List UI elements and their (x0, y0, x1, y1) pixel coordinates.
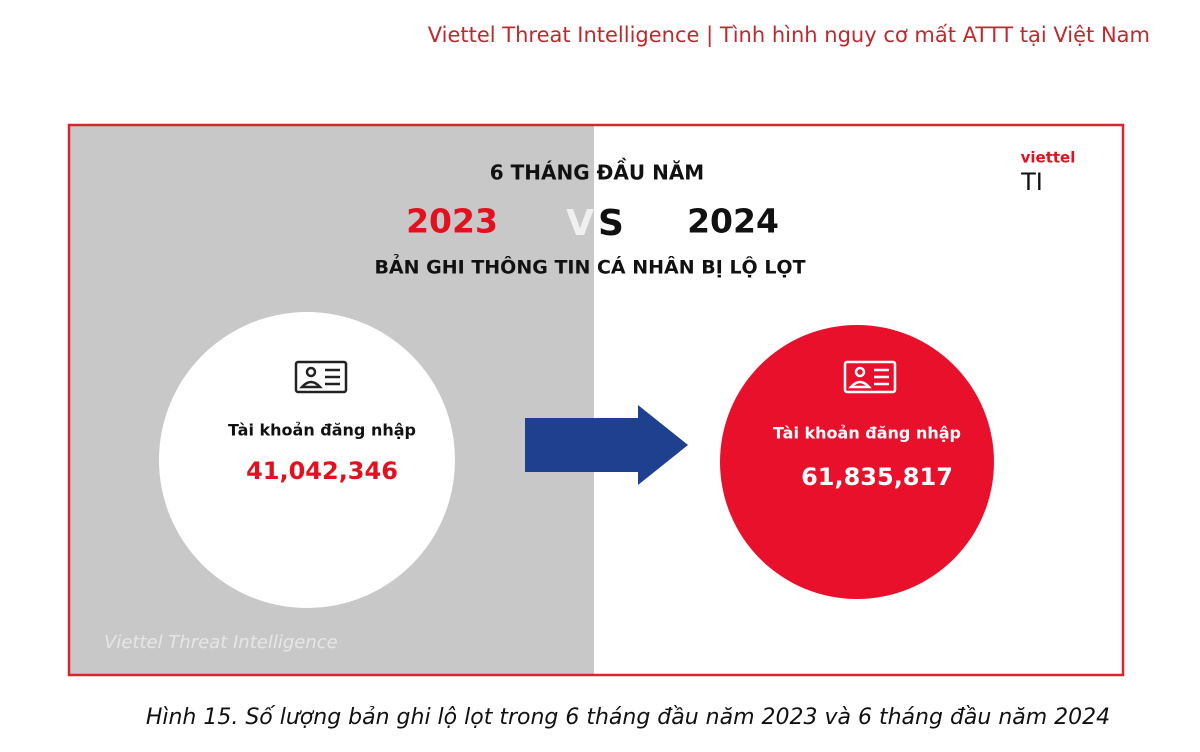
left-label: Tài khoản đăng nhập (228, 421, 416, 440)
figure-caption: Hình 15. Số lượng bản ghi lộ lọt trong 6… (146, 705, 1110, 730)
left-circle (159, 312, 455, 608)
arrow (525, 405, 688, 485)
id-card-icon (843, 360, 897, 394)
right-value: 61,835,817 (801, 463, 953, 491)
figure-frame (67, 123, 1125, 677)
left-value: 41,042,346 (246, 457, 398, 485)
logo-mark: TI (1020, 168, 1043, 196)
versus-s: S (598, 203, 624, 244)
logo-brand: viettel (1021, 149, 1076, 167)
figure-heading: 6 THÁNG ĐẦU NĂM (490, 159, 704, 185)
year-right: 2024 (687, 202, 779, 241)
figure-subtitle: BẢN GHI THÔNG TIN CÁ NHÂN BỊ LỘ LỌT (374, 254, 805, 279)
year-left: 2023 (406, 202, 498, 241)
versus-v: V (566, 203, 594, 244)
watermark: Viettel Threat Intelligence (104, 632, 338, 653)
id-card-icon (294, 360, 348, 394)
header-title: Viettel Threat Intelligence | Tình hình … (428, 23, 1150, 48)
right-circle (720, 325, 994, 599)
right-label: Tài khoản đăng nhập (773, 424, 961, 443)
